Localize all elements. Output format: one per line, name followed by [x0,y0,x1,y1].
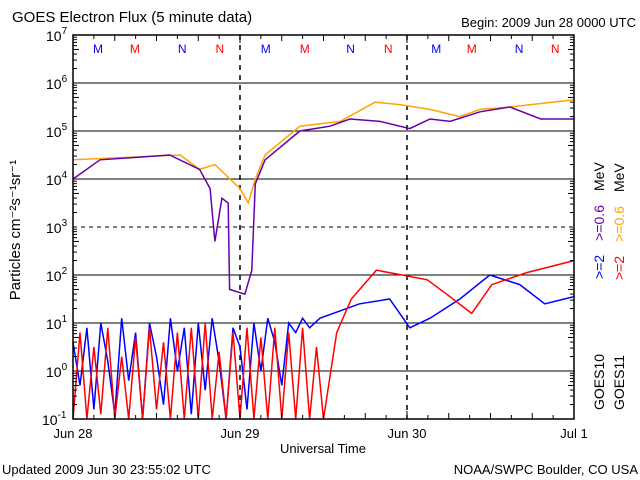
series-line-goes11-2-mev [72,259,575,420]
y-axis: 107 106 105 104 103 102 101 100 10-1 [42,26,574,428]
marker-m: M [431,42,441,56]
legend-goes11: GOES11 >=2 >=0.6 MeV [611,163,627,410]
y-axis-label: Particles cm⁻²s⁻¹sr⁻¹ [7,160,24,300]
x-tick-label: Jun 30 [387,426,426,441]
y-tick-label: 103 [46,218,68,236]
y-tick-label: 107 [46,26,68,44]
x-axis: Jun 28 Jun 29 Jun 30 Jul 1 [53,35,588,441]
legend-text: GOES10 [591,354,607,410]
marker-n: N [551,42,560,56]
marker-n: N [215,42,224,56]
legend-text: >=0.6 [591,205,607,241]
legend-text: GOES11 [611,355,627,410]
credit: NOAA/SWPC Boulder, CO USA [454,462,639,477]
updated-time: Updated 2009 Jun 30 23:55:02 UTC [2,462,211,477]
marker-m: M [467,42,477,56]
series-line-goes10-0-6-mev [72,106,574,296]
begin-time: Begin: 2009 Jun 28 0000 UTC [461,15,636,30]
x-tick-label: Jul 1 [560,426,587,441]
marker-n: N [515,42,524,56]
marker-m: M [261,42,271,56]
marker-n: N [346,42,355,56]
marker-m: M [93,42,103,56]
legend-text: >=2 [591,255,607,279]
legend-text: >=2 [611,256,627,280]
marker-n: N [178,42,187,56]
legend-text: >=0.6 [611,206,627,242]
grid [73,35,574,419]
series-line-goes11-0-6-mev [72,99,575,205]
legend-text: MeV [611,163,627,192]
y-tick-label: 10-1 [42,410,67,428]
y-tick-label: 104 [46,170,68,188]
marker-m: M [130,42,140,56]
y-tick-label: 102 [46,266,68,284]
legend-text: MeV [591,162,607,191]
x-tick-label: Jun 29 [220,426,259,441]
legend-goes10: GOES10 >=2 >=0.6 MeV [591,162,607,410]
chart-title: GOES Electron Flux (5 minute data) [12,9,252,26]
marker-n: N [384,42,393,56]
x-tick-label: Jun 28 [53,426,92,441]
y-tick-label: 106 [46,74,68,92]
y-tick-label: 101 [46,314,68,332]
marker-m: M [300,42,310,56]
y-tick-label: 105 [46,122,68,140]
x-axis-label: Universal Time [280,441,366,456]
y-tick-label: 100 [46,362,68,380]
